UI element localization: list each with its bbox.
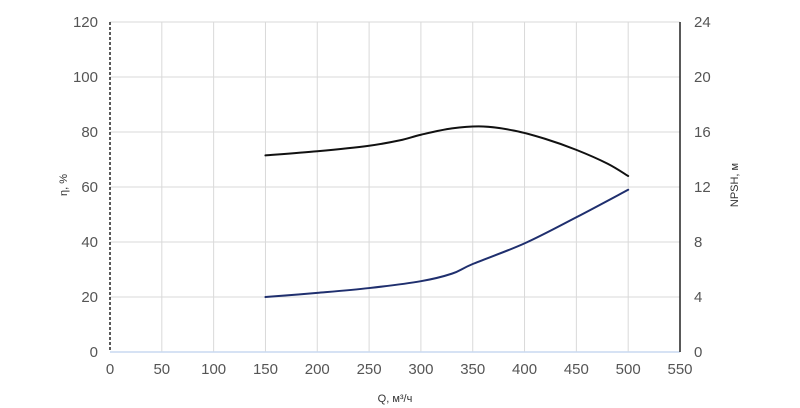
y-left-tick-label: 120 [73, 14, 98, 31]
x-tick-label: 150 [253, 361, 278, 378]
y-axis-left-title: η, % [58, 174, 70, 196]
efficiency-series-line [264, 125, 630, 177]
x-tick-label: 550 [667, 361, 692, 378]
x-tick-label: 450 [564, 361, 589, 378]
x-tick-label: 500 [616, 361, 641, 378]
y-axis-right-title: NPSH, м [729, 163, 741, 207]
x-tick-label: 0 [106, 361, 114, 378]
x-axis-title: Q, м³/ч [378, 393, 413, 405]
grid-layer [110, 21, 681, 352]
series-layer [264, 125, 630, 298]
labels-layer: 0 50 100 150 200 250 300 350 400 450 500 5500204060… [73, 14, 711, 378]
y-left-tick-label: 100 [73, 69, 98, 86]
y-right-tick-label: 12 [694, 179, 711, 196]
axes-layer [109, 22, 681, 353]
y-right-tick-label: 8 [694, 234, 702, 251]
y-left-tick-label: 0 [90, 344, 98, 361]
y-right-tick-label: 20 [694, 69, 711, 86]
x-tick-label: 300 [408, 361, 433, 378]
y-left-tick-label: 40 [81, 234, 98, 251]
y-right-tick-label: 4 [694, 289, 702, 306]
x-tick-label: 200 [305, 361, 330, 378]
x-tick-label: 250 [357, 361, 382, 378]
y-left-tick-label: 20 [81, 289, 98, 306]
x-tick-label: 350 [460, 361, 485, 378]
y-left-tick-label: 80 [81, 124, 98, 141]
y-right-tick-label: 0 [694, 344, 702, 361]
x-tick-label: 100 [201, 361, 226, 378]
x-tick-label: 400 [512, 361, 537, 378]
y-left-tick-label: 60 [81, 179, 98, 196]
y-right-tick-label: 24 [694, 14, 711, 31]
x-tick-label: 50 [153, 361, 170, 378]
npsh-series-line [264, 188, 630, 298]
y-right-tick-label: 16 [694, 124, 711, 141]
